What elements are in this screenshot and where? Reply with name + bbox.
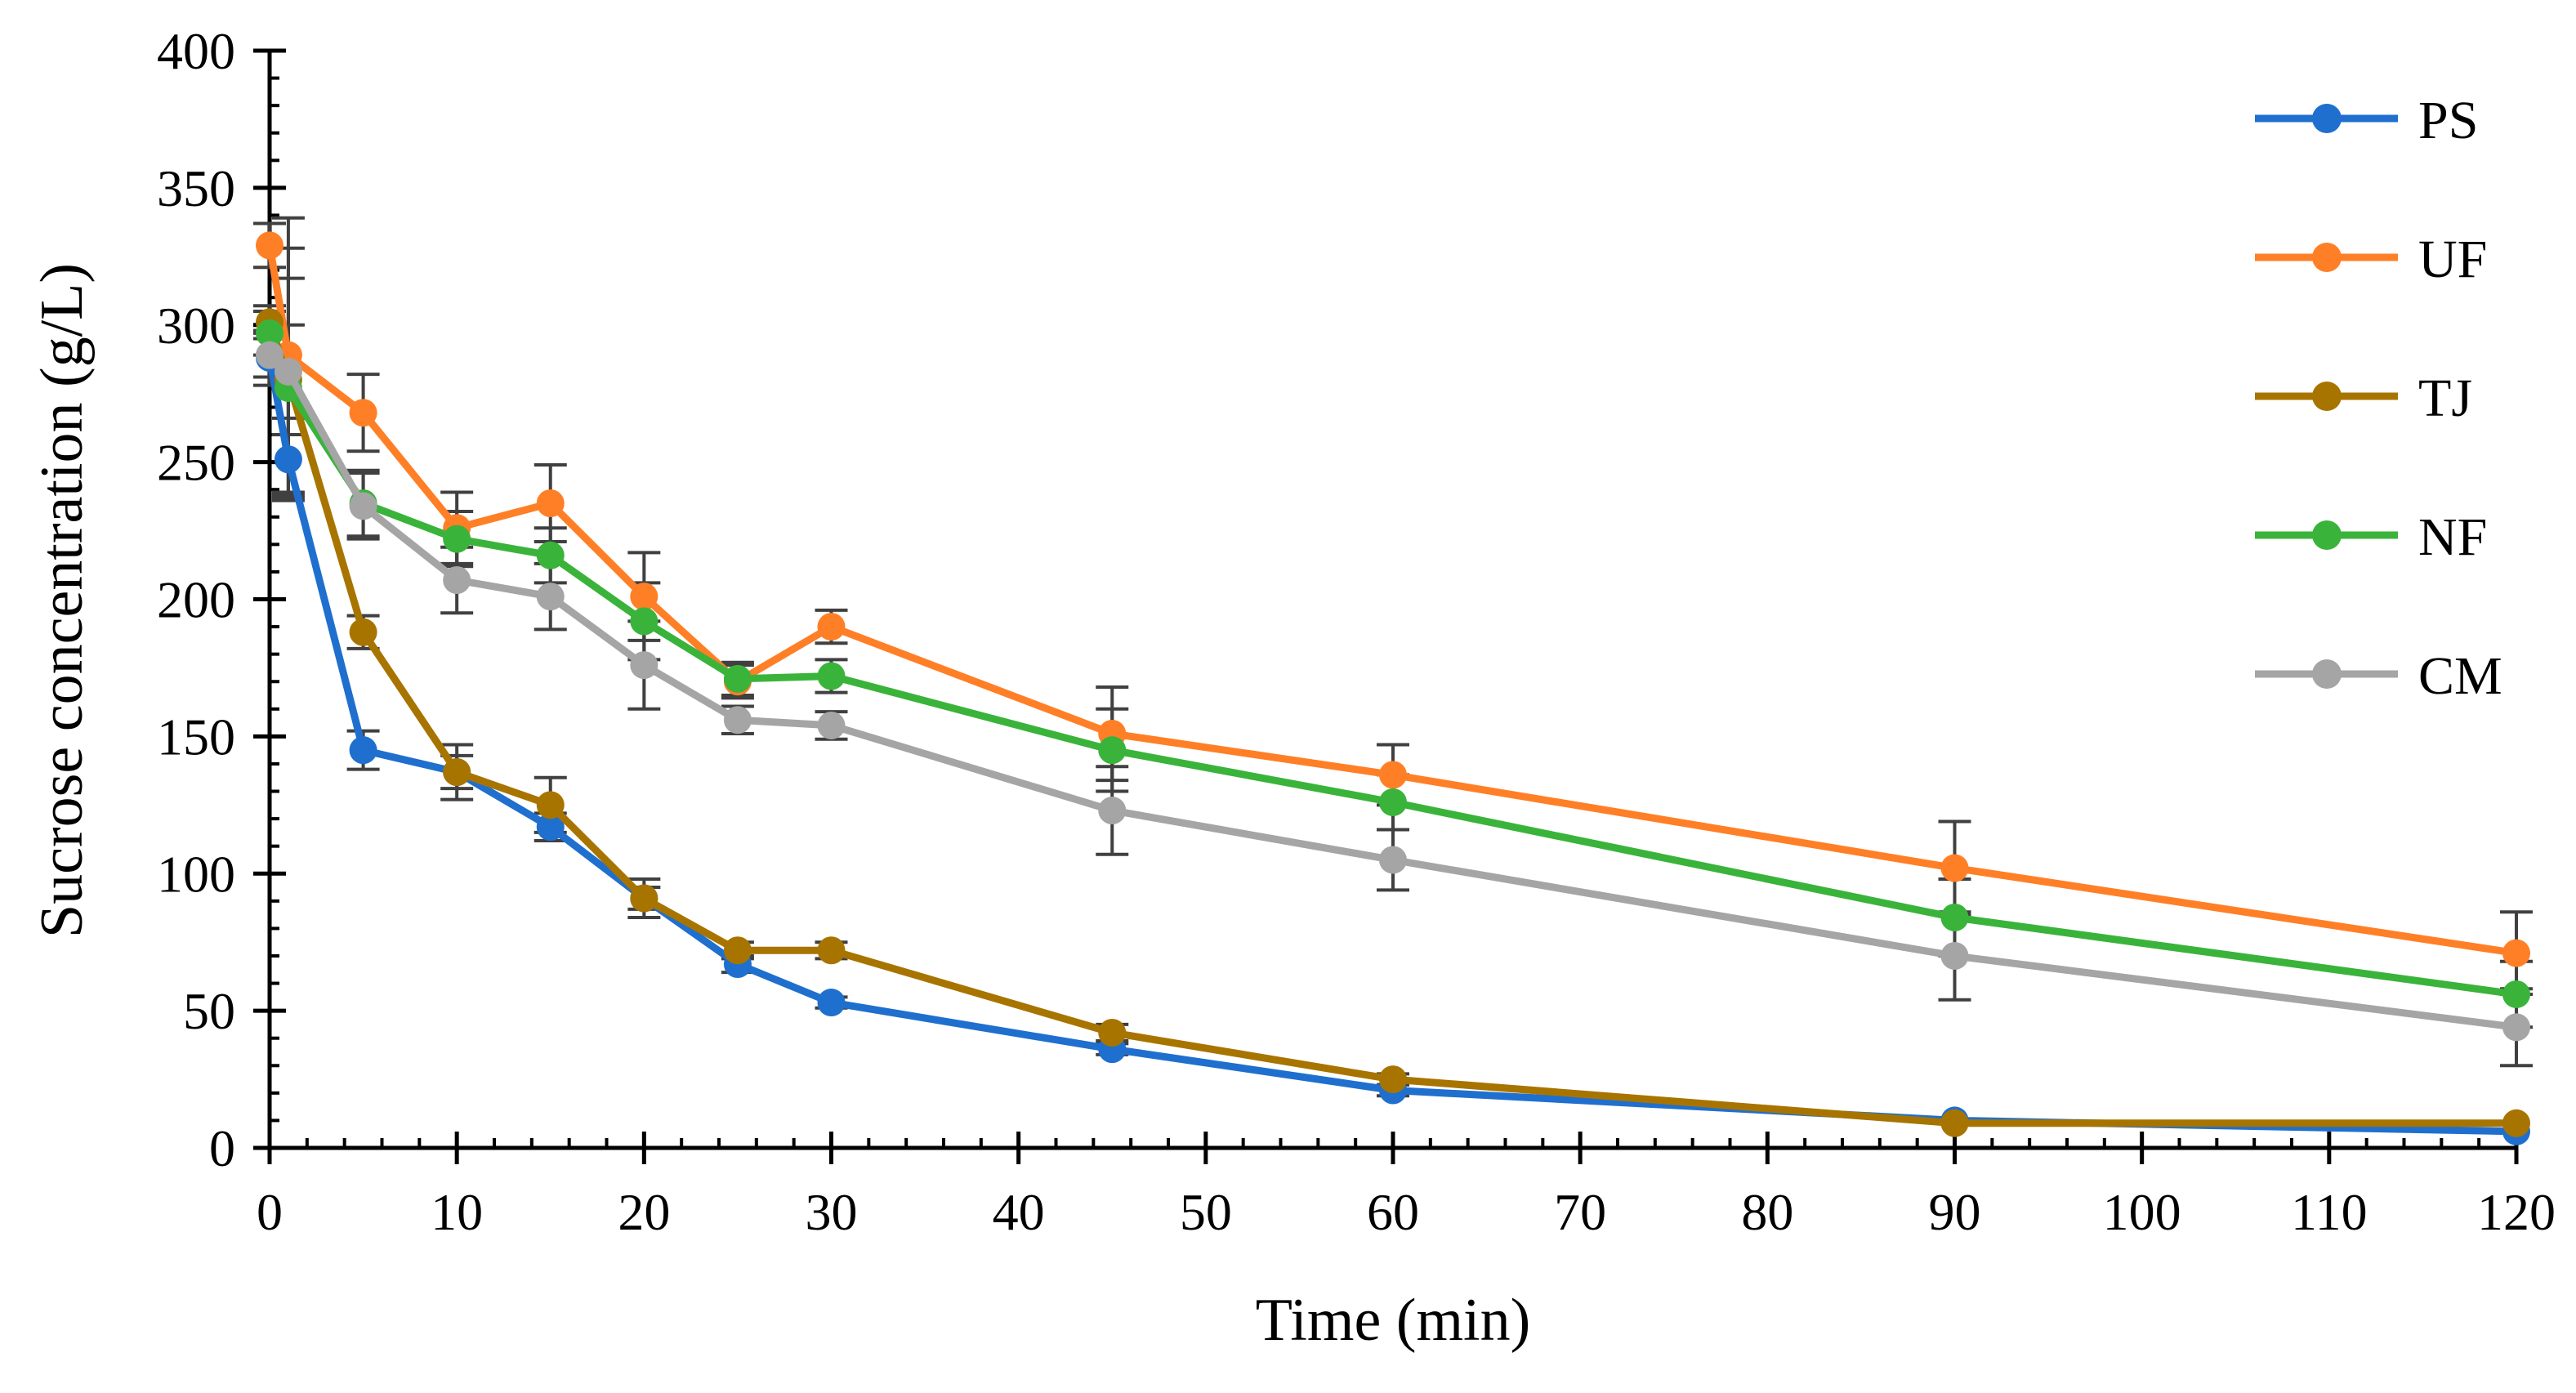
data-point-nf	[817, 662, 846, 690]
legend-item-cm: CM	[2255, 646, 2502, 706]
data-point-cm	[630, 651, 659, 680]
legend-label-nf: NF	[2418, 507, 2487, 567]
y-tick-label: 50	[183, 982, 235, 1040]
series-line-tj	[266, 321, 2516, 1127]
data-point-nf	[1940, 903, 1969, 931]
series-tj	[256, 308, 2530, 1137]
x-tick-label: 0	[257, 1183, 283, 1241]
data-point-uf	[630, 583, 659, 611]
x-tick-label: 10	[431, 1183, 483, 1241]
legend-item-tj: TJ	[2255, 368, 2472, 428]
data-point-cm	[256, 341, 283, 369]
data-point-ps	[349, 736, 377, 765]
data-point-nf	[630, 607, 659, 636]
data-point-cm	[1379, 846, 1407, 874]
legend-label-ps: PS	[2418, 91, 2478, 150]
data-point-cm	[2502, 1013, 2530, 1042]
data-point-uf	[1940, 854, 1969, 882]
data-point-ps	[817, 989, 846, 1017]
series-line-ps	[266, 357, 2517, 1136]
axes-layer: 0 50 100 150 200 250 300 350 400 0 10 20 30 40 50 60 70 8…	[157, 22, 2556, 1241]
series-line-cm	[267, 352, 2517, 1031]
legend-marker-nf	[2312, 520, 2342, 550]
data-point-tj	[536, 791, 565, 819]
data-point-uf	[817, 613, 846, 641]
data-point-tj	[349, 618, 377, 646]
data-point-cm	[1098, 797, 1127, 825]
legend-label-cm: CM	[2418, 646, 2502, 706]
data-point-cm	[723, 706, 752, 734]
legend-marker-cm	[2312, 659, 2342, 689]
data-point-cm	[536, 583, 565, 611]
series-cm	[256, 341, 2530, 1042]
data-point-cm	[817, 711, 846, 739]
legend-item-uf: UF	[2255, 230, 2487, 289]
legend: PS UF TJ NF CM	[2255, 91, 2502, 706]
data-point-ps	[274, 445, 302, 474]
x-tick-label: 20	[618, 1183, 670, 1241]
legend-marker-uf	[2312, 243, 2342, 272]
data-point-uf	[349, 399, 377, 427]
data-point-uf	[2502, 939, 2530, 967]
x-tick-label: 40	[993, 1183, 1045, 1241]
y-tick-label: 150	[157, 708, 235, 766]
data-point-tj	[1940, 1109, 1969, 1137]
data-point-ps	[536, 813, 565, 842]
y-tick-label: 250	[157, 434, 235, 492]
data-point-tj	[723, 936, 752, 965]
data-point-tj	[1379, 1065, 1407, 1094]
y-tick-label: 300	[157, 297, 235, 355]
x-tick-label: 30	[806, 1183, 858, 1241]
x-tick-label: 120	[2477, 1183, 2556, 1241]
error-bars	[253, 216, 2533, 1098]
data-point-uf	[256, 231, 283, 260]
series-lines	[256, 231, 2530, 1145]
data-point-cm	[274, 357, 302, 386]
legend-item-nf: NF	[2255, 507, 2487, 567]
data-point-tj	[630, 884, 659, 913]
legend-marker-ps	[2312, 104, 2342, 133]
legend-item-ps: PS	[2255, 91, 2478, 150]
data-point-nf	[2502, 980, 2530, 1008]
x-tick-label: 50	[1180, 1183, 1232, 1241]
data-point-tj	[443, 758, 471, 787]
y-tick-label: 350	[157, 159, 235, 217]
data-point-nf	[723, 664, 752, 693]
data-point-nf	[256, 319, 283, 347]
series-line-uf	[266, 244, 2517, 958]
data-point-tj	[2502, 1109, 2530, 1137]
legend-label-tj: TJ	[2418, 368, 2472, 428]
y-tick-label: 100	[157, 845, 235, 903]
data-point-tj	[817, 936, 846, 965]
y-tick-label: 200	[157, 571, 235, 629]
data-point-cm	[1940, 941, 1969, 970]
y-axis-title: Sucrose concentration (g/L)	[29, 263, 96, 938]
data-point-cm	[443, 565, 471, 594]
data-point-nf	[443, 525, 471, 553]
x-tick-label: 60	[1367, 1183, 1419, 1241]
x-tick-label: 70	[1554, 1183, 1606, 1241]
x-tick-label: 80	[1741, 1183, 1793, 1241]
series-line-nf	[266, 332, 2517, 998]
data-point-uf	[536, 489, 565, 517]
data-point-nf	[536, 541, 565, 569]
x-axis-title: Time (min)	[1256, 1287, 1530, 1354]
x-tick-label: 100	[2103, 1183, 2181, 1241]
data-point-nf	[1379, 788, 1407, 816]
y-tick-label: 400	[157, 22, 235, 80]
data-point-uf	[1379, 761, 1407, 789]
legend-label-uf: UF	[2418, 230, 2487, 289]
legend-marker-tj	[2312, 382, 2342, 411]
y-tick-label: 0	[209, 1119, 235, 1177]
x-tick-label: 110	[2291, 1183, 2368, 1241]
data-point-cm	[349, 492, 377, 520]
x-tick-label: 90	[1929, 1183, 1981, 1241]
data-point-nf	[1098, 736, 1127, 765]
data-point-tj	[1098, 1018, 1127, 1047]
